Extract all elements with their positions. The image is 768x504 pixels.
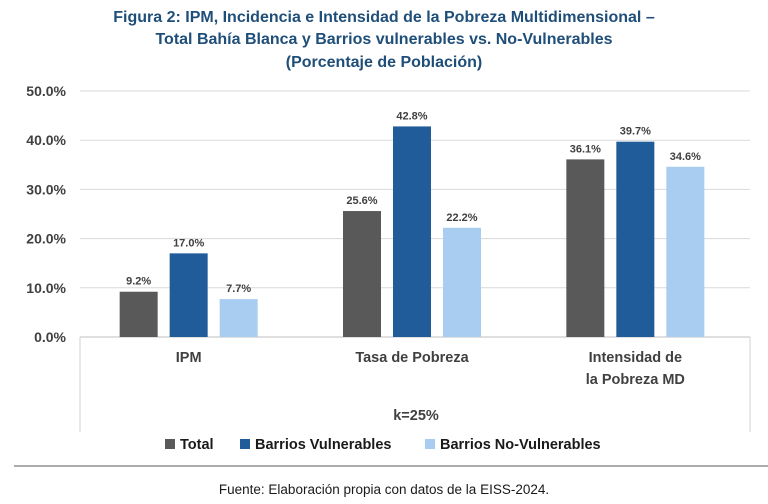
data-label: 42.8% [396,110,427,122]
bar [219,299,258,337]
data-labels: 9.2% 17.0% 7.7% 25.6% 42.8% 22.2% 36.1% 39.7% 34… [126,110,701,295]
chart-title-line-1: Figura 2: IPM, Incidencia e Intensidad d… [113,9,655,26]
data-label: 36.1% [570,143,601,155]
data-label: 9.2% [126,276,151,288]
source-note: Fuente: Elaboración propia con datos de … [219,482,549,497]
data-label: 34.6% [670,151,701,163]
bar [666,166,705,337]
legend: Total Barrios Vulnerables Barrios No-Vulne… [165,437,601,453]
y-tick-label: 30.0% [26,181,66,197]
legend-entry: Total [180,437,214,453]
x-tick-label: Tasa de Pobreza [355,350,469,366]
y-axis-ticks: 0.0% 10.0% 20.0% 30.0% 40.0% 50.0% [26,83,66,345]
legend-swatch [165,439,175,449]
y-tick-label: 20.0% [26,231,66,247]
category-labels: IPM Tasa de Pobreza Intensidad de la Pobrez… [176,350,685,388]
data-label: 39.7% [620,126,651,138]
k-threshold-annotation: k=25% [393,408,439,424]
y-tick-label: 40.0% [26,132,66,148]
data-label: 17.0% [173,237,204,249]
bar [566,159,605,337]
legend-swatch [240,439,250,449]
legend-swatch [425,439,435,449]
data-label: 25.6% [346,195,377,207]
bar [616,141,655,337]
legend-entry: Barrios No-Vulnerables [440,437,601,453]
data-label: 22.2% [446,212,477,224]
bar [443,227,481,337]
data-label: 7.7% [226,283,251,295]
legend-entry: Barrios Vulnerables [255,437,391,453]
bar [119,291,158,337]
bar [393,126,431,337]
bar [343,211,381,337]
y-tick-label: 0.0% [34,329,66,345]
x-tick-label: IPM [176,350,202,366]
y-tick-label: 50.0% [26,83,66,99]
bars [119,126,705,337]
chart-title-line-2: Total Bahía Blanca y Barrios vulnerables… [155,31,612,48]
y-tick-label: 10.0% [26,280,66,296]
x-tick-label: Intensidad de [589,350,682,366]
bar [169,253,208,337]
x-tick-label: la Pobreza MD [586,372,685,388]
chart-title-line-3: (Porcentaje de Población) [286,54,482,71]
